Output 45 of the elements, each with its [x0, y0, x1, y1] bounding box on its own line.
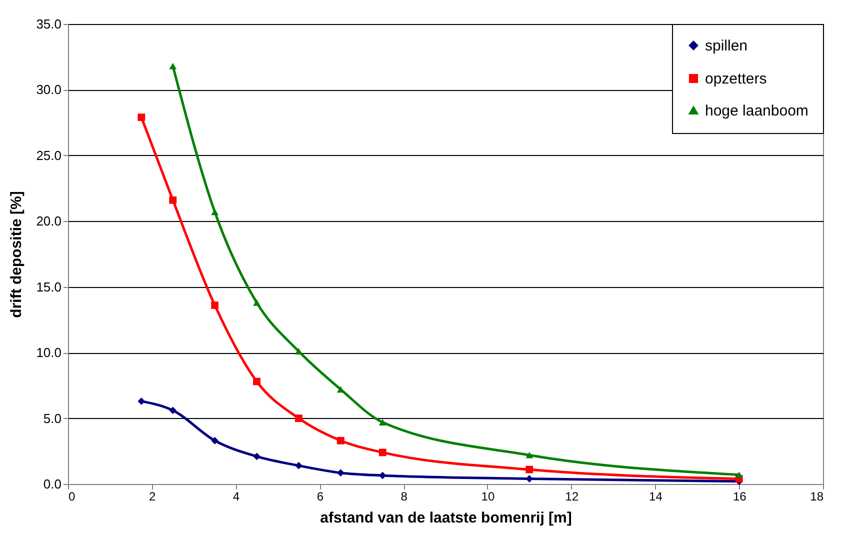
x-tick-label: 18	[810, 490, 824, 504]
point	[253, 452, 260, 460]
point	[169, 406, 177, 414]
point	[526, 452, 534, 458]
point	[138, 114, 146, 122]
x-tick-label: 12	[565, 490, 579, 504]
y-tick-label: 5.0	[43, 410, 62, 426]
x-tick-label: 2	[149, 490, 156, 504]
point	[253, 378, 260, 386]
y-tick-label: 20.0	[36, 214, 62, 229]
point	[378, 419, 386, 426]
point	[211, 208, 219, 216]
y-tick-label: 15.0	[36, 279, 62, 294]
x-tick-label: 0	[68, 490, 76, 504]
legend-label: hoge laanboom	[705, 102, 808, 120]
y-tick-label: 10.0	[36, 345, 62, 360]
legend-label: spillen	[705, 38, 748, 54]
point	[735, 472, 743, 478]
point	[378, 472, 386, 480]
point	[526, 466, 534, 474]
legend-label: opzetters	[705, 70, 767, 88]
y-tick-label: 25.0	[36, 148, 62, 163]
point	[294, 414, 302, 422]
y-tick-label: 35.0	[36, 16, 62, 32]
point	[336, 469, 344, 477]
point	[211, 302, 219, 309]
point	[336, 436, 344, 444]
x-tick-label: 4	[232, 490, 240, 504]
x-tick-label: 8	[400, 490, 408, 504]
point	[253, 299, 260, 306]
point	[169, 196, 177, 204]
point	[294, 348, 302, 354]
y-tick-label: 0.0	[43, 476, 62, 492]
point	[211, 436, 219, 444]
point	[169, 62, 177, 70]
x-axis-title: afstand van de laatste bomenrij [m]	[320, 510, 572, 526]
point	[378, 448, 386, 456]
point	[138, 397, 146, 405]
y-tick-label: 30.0	[36, 82, 62, 98]
x-tick-label: 14	[649, 490, 663, 504]
x-tick-label: 16	[732, 490, 747, 504]
x-tick-label: 6	[316, 490, 324, 504]
y-axis-title: drift depositie [%]	[8, 191, 26, 318]
x-tick-label: 10	[481, 490, 495, 504]
point	[294, 462, 302, 470]
